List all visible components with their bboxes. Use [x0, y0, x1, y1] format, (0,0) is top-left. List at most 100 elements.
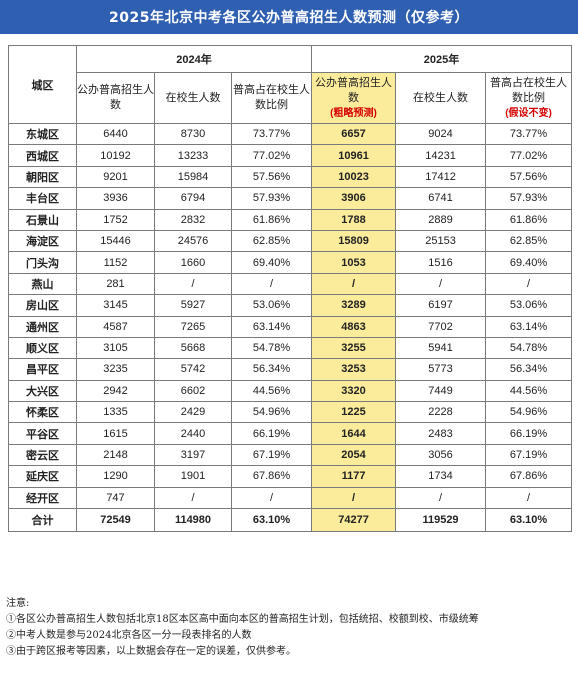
enrollment-2025-cell: 74277	[311, 508, 397, 533]
students-2024-cell: 13233	[154, 144, 232, 167]
students-2025-cell: 6197	[395, 294, 487, 317]
district-cell: 延庆区	[8, 465, 77, 488]
notes-heading: 注意:	[6, 598, 30, 609]
district-cell: 西城区	[8, 144, 77, 167]
table-row: 海淀区 15446 24576 62.85% 15809 25153 62.85%	[8, 229, 573, 253]
forecast-table-container: 城区 2024年 2025年 公办普高招生人数 在校生人数 普高占在校生人数比例…	[8, 45, 573, 533]
students-2024-cell: /	[154, 272, 232, 296]
students-2025-cell: 17412	[395, 165, 487, 189]
note-item-3: ③由于跨区报考等因素，以上数据会存在一定的误差，仅供参考。	[6, 646, 296, 657]
enrollment-2024-cell: 10192	[76, 144, 155, 167]
table-row: 西城区 10192 13233 77.02% 10961 14231 77.02%	[8, 144, 573, 167]
prediction-note: (粗略预测)	[330, 107, 377, 119]
students-2025-cell: 1516	[395, 251, 487, 274]
table-row: 门头沟 1152 1660 69.40% 1053 1516 69.40%	[8, 251, 573, 274]
table-row: 丰台区 3936 6794 57.93% 3906 6741 57.93%	[8, 187, 573, 210]
ratio-2025-cell: 53.06%	[485, 294, 573, 317]
enrollment-2024-cell: 15446	[76, 229, 155, 253]
table-row: 大兴区 2942 6602 44.56% 3320 7449 44.56%	[8, 379, 573, 403]
students-2025-cell: 5773	[395, 358, 487, 381]
enrollment-2025-cell: 1644	[311, 422, 397, 445]
students-2024-cell: 114980	[154, 508, 232, 533]
notes-section: 注意: ①各区公办普高招生人数包括北京18区本区高中面向本区的普高招生计划，包括…	[6, 596, 572, 660]
students-2024-cell: 3197	[154, 443, 232, 467]
ratio-2025-cell: /	[485, 272, 573, 296]
enrollment-2025-cell: 3320	[311, 379, 397, 403]
enrollment-2024-cell: 1615	[76, 422, 155, 445]
ratio-2024-cell: 67.19%	[230, 443, 313, 467]
col-2025-students: 在校生人数	[395, 72, 487, 124]
students-2024-cell: 7265	[154, 315, 232, 338]
district-cell: 通州区	[8, 315, 77, 338]
enrollment-2024-cell: 6440	[76, 122, 155, 146]
students-2024-cell: 8730	[154, 122, 232, 146]
students-2024-cell: 5742	[154, 358, 232, 381]
year-2025-header: 2025年	[311, 45, 573, 73]
students-2025-cell: /	[395, 272, 487, 296]
table-row: 石景山 1752 2832 61.86% 1788 2889 61.86%	[8, 208, 573, 231]
page-title: 2025年北京中考各区公办普高招生人数预测（仅参考）	[0, 0, 578, 34]
students-2024-cell: 5668	[154, 336, 232, 360]
ratio-2025-cell: 56.34%	[485, 358, 573, 381]
students-2024-cell: 1660	[154, 251, 232, 274]
ratio-2025-cell: 69.40%	[485, 251, 573, 274]
enrollment-2025-cell: 15809	[311, 229, 397, 253]
table-row: 密云区 2148 3197 67.19% 2054 3056 67.19%	[8, 443, 573, 467]
enrollment-2024-cell: 3936	[76, 187, 155, 210]
ratio-2025-cell: 62.85%	[485, 229, 573, 253]
ratio-2025-cell: 57.93%	[485, 187, 573, 210]
enrollment-2024-cell: 747	[76, 486, 155, 510]
table-row: 东城区 6440 8730 73.77% 6657 9024 73.77%	[8, 122, 573, 146]
enrollment-2025-cell: 2054	[311, 443, 397, 467]
enrollment-2024-cell: 4587	[76, 315, 155, 338]
students-2025-cell: 2889	[395, 208, 487, 231]
enrollment-2024-cell: 1152	[76, 251, 155, 274]
total-row: 合计 72549 114980 63.10% 74277 119529 63.10%	[8, 508, 573, 533]
district-cell: 经开区	[8, 486, 77, 510]
ratio-2025-cell: 63.14%	[485, 315, 573, 338]
district-cell: 丰台区	[8, 187, 77, 210]
ratio-2025-cell: 63.10%	[485, 508, 573, 533]
col-2025-ratio: 普高占在校生人数比例 (假设不变)	[485, 72, 573, 124]
ratio-2024-cell: 53.06%	[230, 294, 313, 317]
enrollment-2025-cell: 1225	[311, 401, 397, 424]
students-2025-cell: 6741	[395, 187, 487, 210]
district-cell: 昌平区	[8, 358, 77, 381]
enrollment-2024-cell: 2942	[76, 379, 155, 403]
district-cell: 密云区	[8, 443, 77, 467]
district-cell: 石景山	[8, 208, 77, 231]
students-2024-cell: 24576	[154, 229, 232, 253]
enrollment-2025-cell: 10961	[311, 144, 397, 167]
students-2024-cell: 2832	[154, 208, 232, 231]
ratio-2025-cell: 57.56%	[485, 165, 573, 189]
district-cell: 合计	[8, 508, 77, 533]
ratio-2024-cell: 54.78%	[230, 336, 313, 360]
district-cell: 怀柔区	[8, 401, 77, 424]
enrollment-2024-cell: 2148	[76, 443, 155, 467]
ratio-2024-cell: 62.85%	[230, 229, 313, 253]
ratio-2024-cell: 63.10%	[230, 508, 313, 533]
assumption-note: (假设不变)	[505, 107, 552, 119]
table-row: 朝阳区 9201 15984 57.56% 10023 17412 57.56%	[8, 165, 573, 189]
ratio-2024-cell: 73.77%	[230, 122, 313, 146]
table-row: 房山区 3145 5927 53.06% 3289 6197 53.06%	[8, 294, 573, 317]
header-row-columns: 公办普高招生人数 在校生人数 普高占在校生人数比例 公办普高招生人数 (粗略预测…	[9, 72, 573, 124]
enrollment-2024-cell: 3105	[76, 336, 155, 360]
students-2025-cell: 9024	[395, 122, 487, 146]
forecast-table: 城区 2024年 2025年 公办普高招生人数 在校生人数 普高占在校生人数比例…	[8, 45, 573, 533]
enrollment-2025-cell: /	[311, 486, 397, 510]
ratio-2024-cell: 66.19%	[230, 422, 313, 445]
table-row: 延庆区 1290 1901 67.86% 1177 1734 67.86%	[8, 465, 573, 488]
col-2025-ratio-label: 普高占在校生人数比例	[490, 76, 568, 104]
students-2024-cell: 5927	[154, 294, 232, 317]
students-2025-cell: 7449	[395, 379, 487, 403]
ratio-2025-cell: 67.86%	[485, 465, 573, 488]
ratio-2024-cell: 57.93%	[230, 187, 313, 210]
enrollment-2024-cell: 281	[76, 272, 155, 296]
ratio-2024-cell: 77.02%	[230, 144, 313, 167]
district-cell: 海淀区	[8, 229, 77, 253]
enrollment-2024-cell: 1752	[76, 208, 155, 231]
enrollment-2025-cell: 4863	[311, 315, 397, 338]
col-2024-ratio: 普高占在校生人数比例	[230, 72, 313, 124]
ratio-2024-cell: 44.56%	[230, 379, 313, 403]
